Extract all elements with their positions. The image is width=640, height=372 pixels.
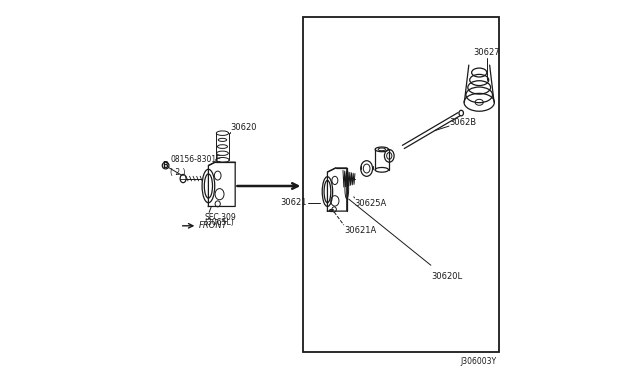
Text: 08156-8301E: 08156-8301E [170, 155, 221, 164]
Text: 3062B: 3062B [450, 118, 477, 127]
Text: 30625A: 30625A [355, 199, 387, 208]
Text: B: B [163, 161, 168, 170]
Text: 30620L: 30620L [431, 272, 463, 280]
Text: (3065L): (3065L) [205, 218, 234, 227]
Text: FRONT: FRONT [198, 221, 227, 230]
Text: 30621A: 30621A [344, 226, 377, 235]
Bar [303, 17, 499, 352]
Text: 30621: 30621 [280, 198, 307, 207]
Text: ( 2 ): ( 2 ) [170, 168, 186, 177]
Text: SEC.309: SEC.309 [205, 213, 236, 222]
Text: J306003Y: J306003Y [461, 357, 497, 366]
Text: 30620: 30620 [230, 123, 257, 132]
Text: 30627: 30627 [474, 48, 500, 57]
